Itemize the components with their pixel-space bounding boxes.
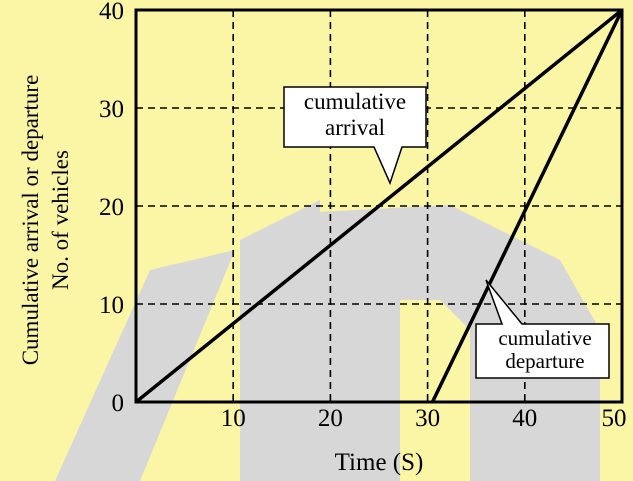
callout-arrival-line-1: cumulative [304, 89, 406, 114]
callout-departure-shape [475, 279, 610, 379]
callout-departure-line-2: departure [505, 349, 584, 373]
watermark-stroke-mid [240, 200, 320, 481]
watermark-stroke-right [318, 205, 600, 481]
y-tick-label-40: 40 [99, 0, 124, 25]
y-tick-label-10: 10 [99, 292, 124, 319]
callout-arrival-line-2: arrival [325, 115, 385, 140]
callout-cumulative-arrival: cumulative arrival [283, 86, 427, 186]
y-tick-label-20: 20 [99, 194, 124, 221]
callout-arrival-shape [283, 86, 427, 186]
series-group [134, 8, 624, 404]
y-axis-label-line-1: Cumulative arrival or departure [18, 75, 43, 366]
y-axis-label-line-2: No. of vehicles [48, 150, 73, 290]
watermark-stroke-left [55, 250, 235, 481]
tick-labels: 0 10 20 30 40 10 20 30 40 50 [99, 0, 627, 432]
y-tick-label-30: 30 [99, 96, 124, 123]
x-tick-label-20: 20 [318, 405, 343, 432]
plot-frame [134, 8, 624, 404]
y-tick-label-0: 0 [112, 390, 125, 417]
x-tick-label-10: 10 [221, 405, 246, 432]
x-tick-label-40: 40 [512, 405, 537, 432]
callout-departure-line-1: cumulative [498, 326, 591, 350]
series-line-cumulative-departure [430, 9, 624, 403]
x-tick-label-50: 50 [602, 405, 627, 432]
x-axis-label: Time (S) [335, 449, 424, 476]
series-line-cumulative-arrival [134, 8, 624, 404]
x-tick-label-30: 30 [415, 405, 440, 432]
callout-cumulative-departure: cumulative departure [475, 279, 610, 379]
